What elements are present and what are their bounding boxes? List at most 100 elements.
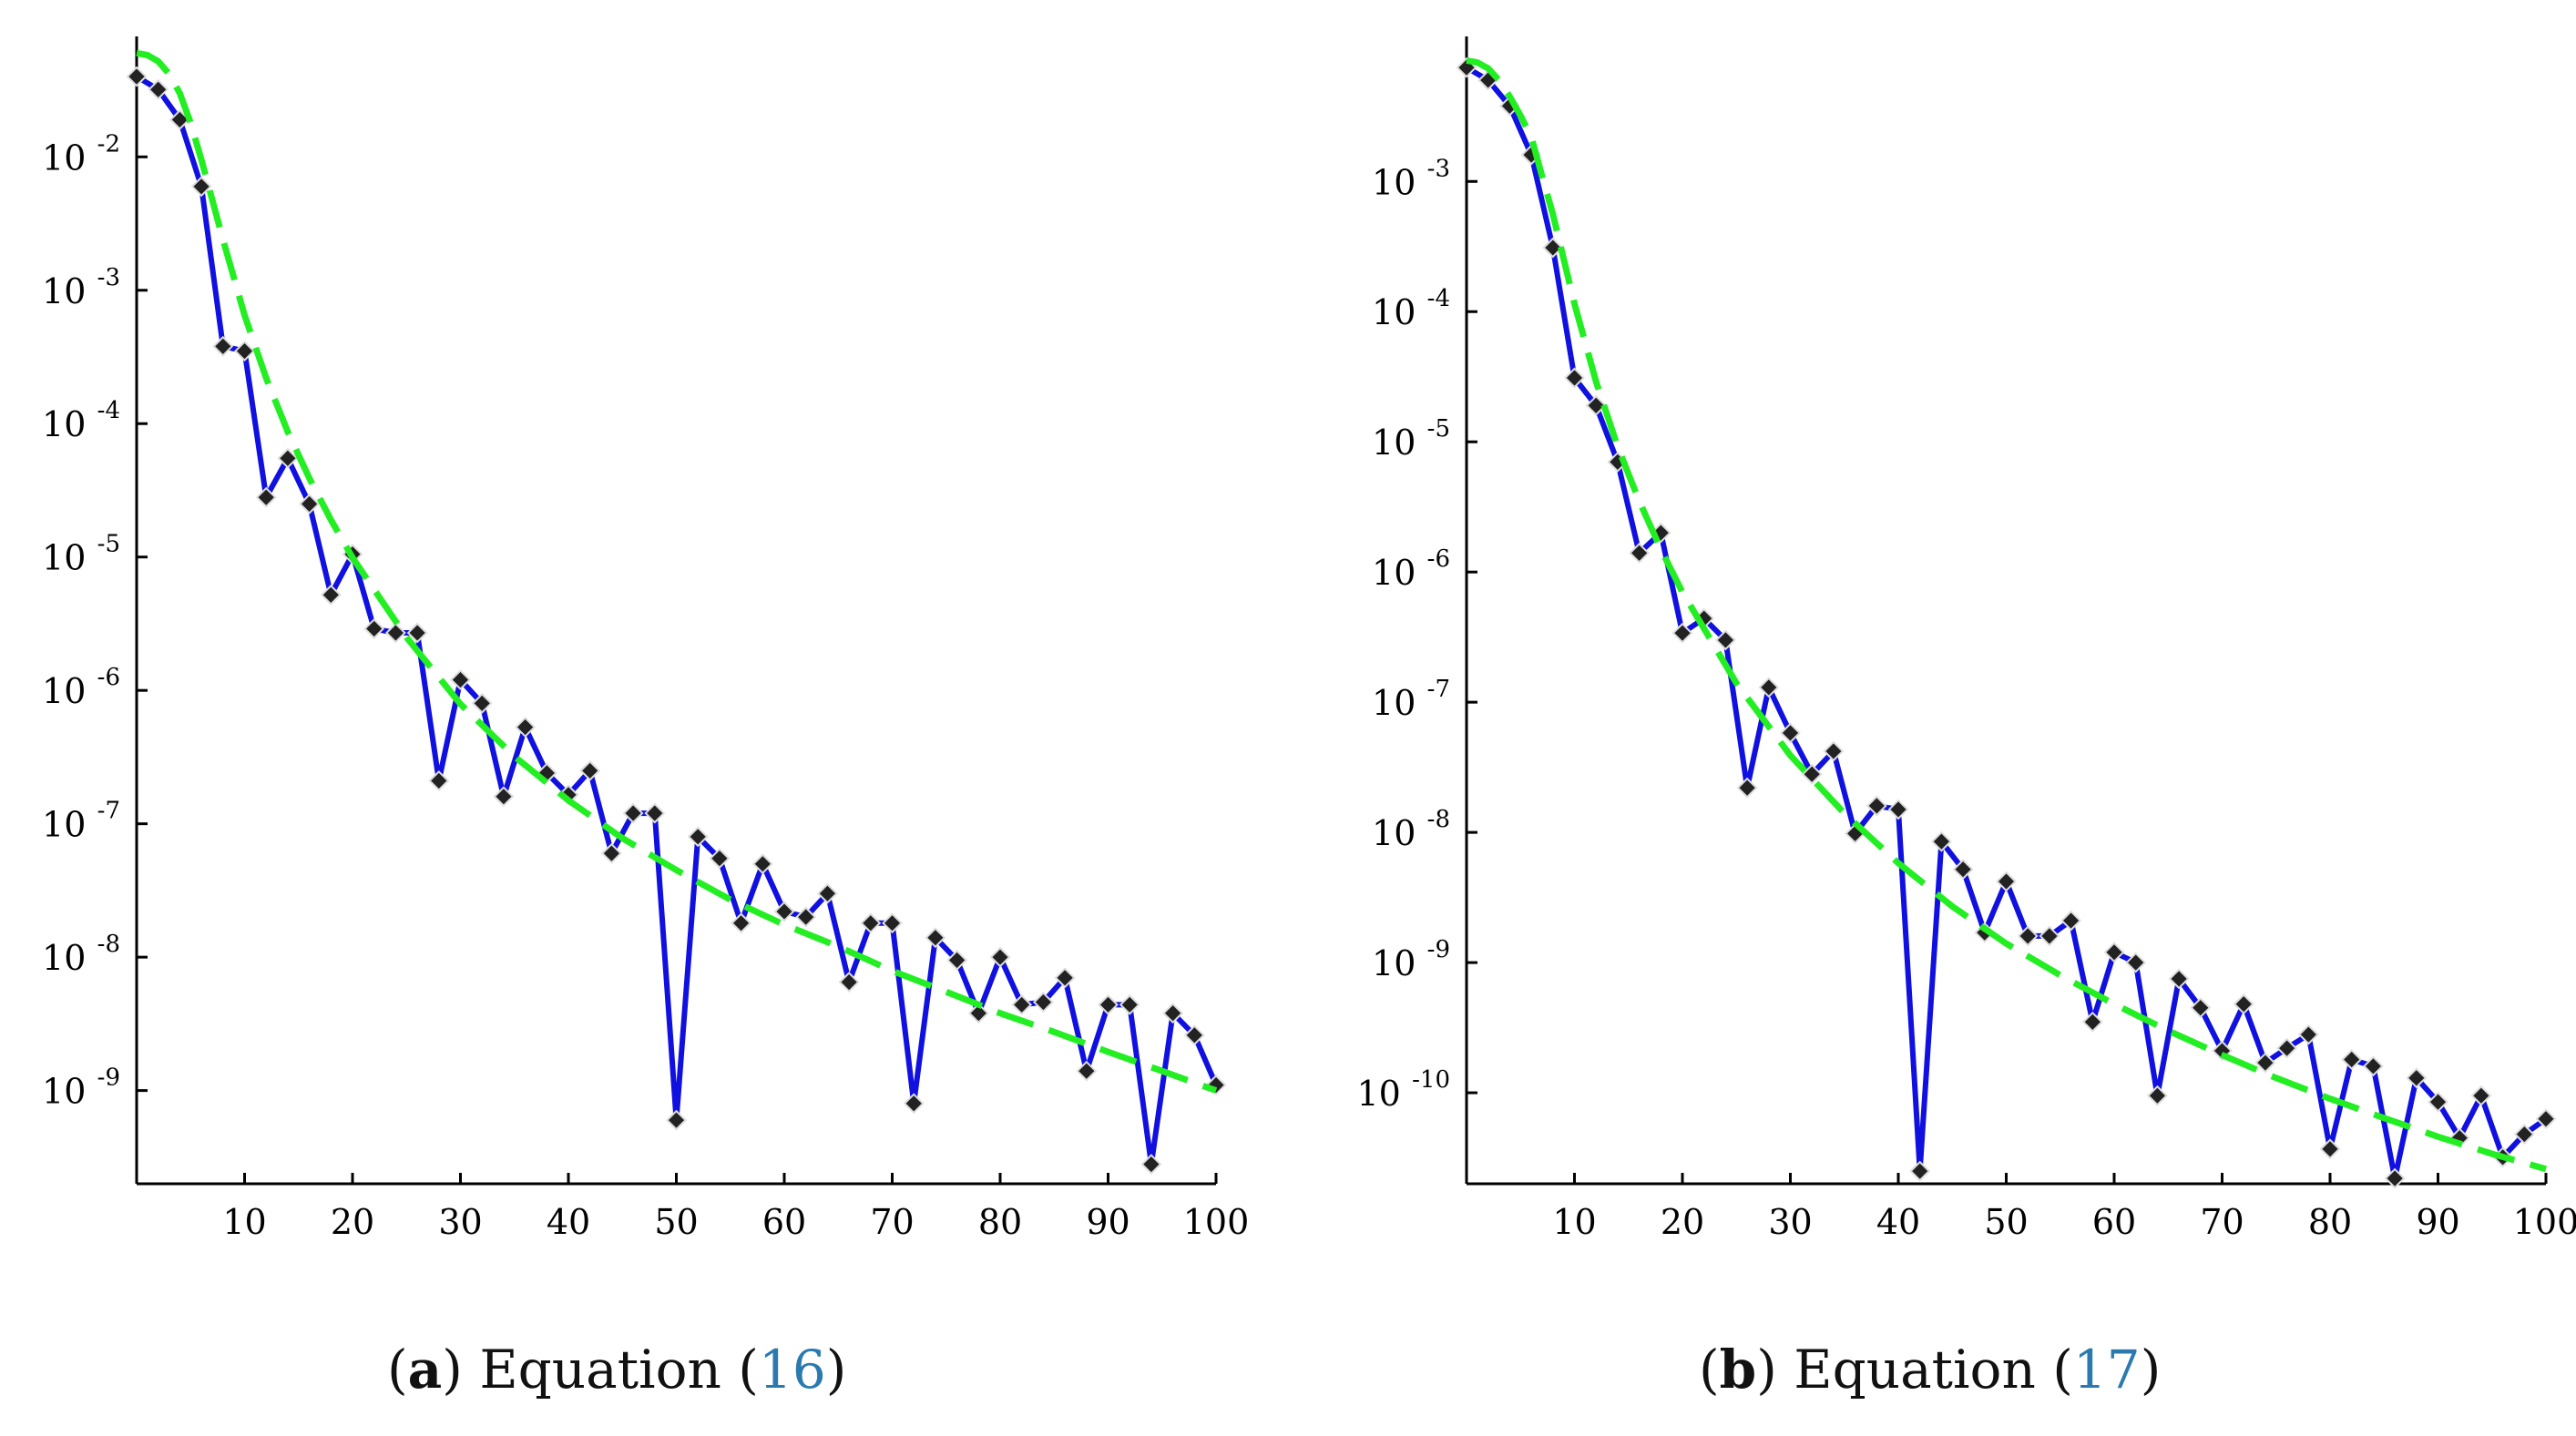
chart-b-error-point	[2470, 1085, 2492, 1106]
chart-b-error-point	[1542, 237, 1564, 259]
chart-b-y-tick-label: 10 -4	[1372, 285, 1450, 332]
chart-b-error-point	[1823, 740, 1845, 762]
chart-a-error-point	[1032, 992, 1054, 1013]
chart-b-y-tick-label: 10 -7	[1372, 676, 1450, 723]
chart-a-x-tick-label: 60	[762, 1202, 806, 1242]
chart-a-error-point	[450, 669, 471, 691]
chart-a-error-point	[1140, 1154, 1162, 1176]
chart-a-y-tick-label: 10 -5	[42, 531, 120, 578]
chart-b-error-line	[1465, 65, 2548, 1182]
chart-b-error-point	[1996, 871, 2017, 892]
chart-a-error-point	[860, 912, 882, 934]
chart-a-error-point	[989, 946, 1011, 968]
chart-b-error-point	[1714, 629, 1736, 651]
caption-a-equation-ref[interactable]: 16	[758, 1339, 826, 1400]
chart-b-y-tick-label: 10 -8	[1372, 806, 1450, 853]
chart-b-error-point	[2233, 993, 2254, 1015]
caption-b-open-paren: (	[1699, 1339, 1720, 1400]
chart-b-error-point	[2428, 1091, 2448, 1113]
caption-a: (a) Equation (16)	[387, 1339, 846, 1400]
chart-b-error-point	[1671, 622, 1693, 644]
chart-b-x-tick-label: 80	[2308, 1202, 2352, 1242]
chart-b-x-tick-label: 100	[2513, 1202, 2576, 1242]
chart-b-error-point	[2168, 968, 2190, 990]
chart-a-error-point	[1011, 993, 1033, 1015]
chart-b-error-point	[1736, 777, 1758, 799]
chart-a-error-point	[255, 486, 277, 508]
chart-b-error-point	[2297, 1024, 2319, 1045]
chart-a-error-point	[1076, 1060, 1098, 1082]
chart-a-error-point	[666, 1109, 687, 1131]
chart-b-error-point	[2513, 1124, 2535, 1146]
chart-b-x-tick-label: 40	[1876, 1202, 1920, 1242]
chart-a-error-point	[882, 912, 903, 934]
caption-b: (b) Equation (17)	[1699, 1339, 2161, 1400]
chart-b-error-point	[2384, 1167, 2406, 1189]
chart-a-error-point	[406, 622, 428, 644]
chart-a-error-point	[320, 584, 342, 606]
chart-a-error-point	[838, 972, 860, 993]
chart-a-x-tick-label: 70	[870, 1202, 914, 1242]
chart-a-error-point	[622, 802, 644, 824]
chart-a-y-tick-label: 10 -4	[42, 397, 120, 444]
chart-a-error-point	[967, 1003, 989, 1024]
chart-b-error-point	[1629, 542, 1651, 564]
chart-a-error-point	[600, 842, 622, 864]
chart-a-error-line	[135, 74, 1219, 1167]
chart-b-error-point	[1801, 763, 1823, 785]
chart-b-error-point	[1780, 722, 1801, 744]
chart-b-error-point	[2060, 910, 2082, 932]
chart-a-error-point	[234, 341, 255, 362]
chart-a-error-point	[644, 802, 666, 824]
chart-a-y-tick-label: 10 -2	[42, 130, 120, 178]
chart-b-y-tick-label: 10 -10	[1357, 1066, 1451, 1114]
chart-a-y-tick-label: 10 -8	[42, 931, 120, 978]
caption-b-letter: b	[1719, 1339, 1757, 1400]
chart-b-x-tick-label: 50	[1984, 1202, 2028, 1242]
chart-a-error-point	[212, 335, 234, 357]
caption-a-text: Equation (	[479, 1339, 759, 1400]
chart-a-y-tick-label: 10 -3	[42, 264, 120, 311]
chart-b-y-tick-label: 10 -9	[1372, 936, 1450, 983]
chart-a-y-tick-label: 10 -9	[42, 1064, 120, 1112]
chart-b-error-point	[2103, 942, 2125, 963]
chart-b-error-point	[2081, 1011, 2103, 1033]
chart-a-x-tick-label: 10	[222, 1202, 266, 1242]
chart-b: 10 20 30 40 50 60 70 80 90 100 10 -3 10 -4 10 -5 10 -…	[1357, 36, 2576, 1242]
chart-b-error-point	[1887, 799, 1909, 820]
chart-a-error-point	[515, 717, 537, 738]
chart-a-error-point	[946, 949, 968, 971]
chart-b-error-point	[1866, 795, 1887, 817]
chart-b-error-point	[2017, 925, 2039, 947]
chart-a-error-point	[493, 786, 515, 808]
chart-b-y-tick-label: 10 -3	[1372, 155, 1450, 202]
chart-a-error-point	[795, 906, 817, 928]
caption-a-close: )	[825, 1339, 847, 1400]
chart-b-error-point	[2146, 1085, 2168, 1106]
chart-a-bound-line	[136, 49, 1218, 1094]
chart-b-error-point	[2039, 925, 2060, 947]
chart-a-x-tick-label: 30	[438, 1202, 482, 1242]
chart-a-error-point	[903, 1093, 925, 1115]
caption-b-close-paren: )	[1756, 1339, 1777, 1400]
chart-a-x-tick-label: 40	[547, 1202, 590, 1242]
chart-a-error-point	[709, 848, 731, 870]
chart-a-error-point	[579, 759, 601, 781]
chart-b-bound-line	[1466, 56, 2547, 1173]
chart-a-error-point	[751, 853, 773, 875]
chart-b-error-point	[2362, 1055, 2384, 1077]
chart-a-x-tick-label: 100	[1183, 1202, 1250, 1242]
chart-a-error-point	[428, 770, 450, 791]
chart-b-x-tick-label: 20	[1661, 1202, 1704, 1242]
chart-a-error-point	[1162, 1003, 1184, 1024]
chart-b-error-point	[2254, 1052, 2276, 1074]
chart-a-error-point	[1183, 1024, 1205, 1046]
chart-b-x-tick-label: 30	[1768, 1202, 1812, 1242]
chart-b-error-point	[1930, 830, 1952, 852]
chart-a-error-point	[773, 901, 795, 922]
caption-b-equation-ref[interactable]: 17	[2072, 1339, 2141, 1400]
chart-a-error-point	[1119, 993, 1140, 1015]
chart-b-error-point	[2125, 952, 2147, 973]
chart-a: 10 20 30 40 50 60 70 80 90 100 10 -2 10 -3 10 -4 10 -…	[42, 36, 1250, 1242]
chart-a-error-point	[126, 66, 148, 87]
